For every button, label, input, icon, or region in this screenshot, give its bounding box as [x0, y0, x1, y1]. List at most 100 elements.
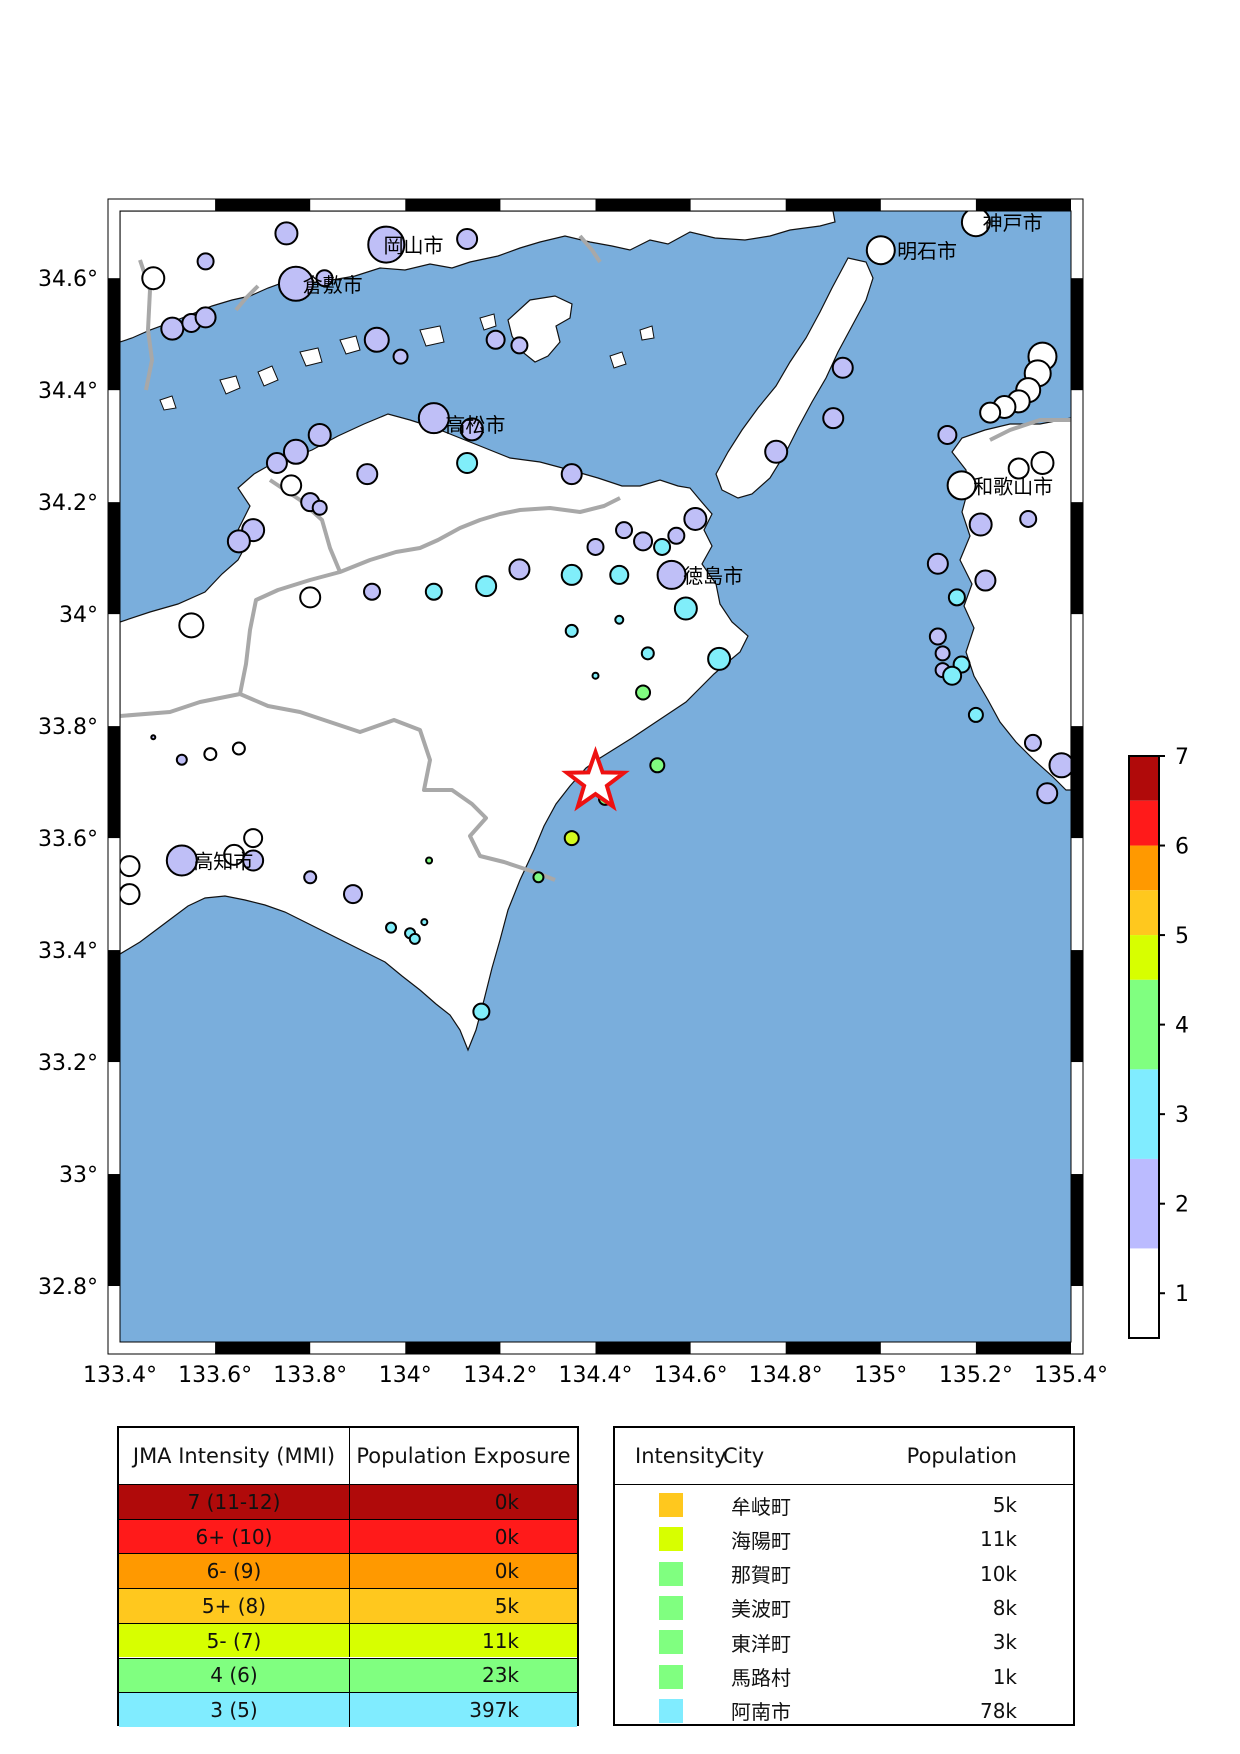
population-cell: 3k — [992, 1630, 1017, 1655]
station-marker — [226, 529, 251, 554]
station-marker — [609, 564, 630, 585]
table-row: 東洋町 3k — [615, 1625, 1073, 1659]
station-marker — [673, 596, 698, 621]
scale-tick-label: 6 — [1175, 835, 1189, 860]
station-marker — [947, 588, 966, 607]
station-marker — [243, 828, 264, 849]
scale-band — [1129, 800, 1159, 846]
station-marker — [974, 569, 997, 592]
table-row: 馬路村 1k — [615, 1660, 1073, 1694]
exposure-cell: 0k — [494, 1524, 519, 1549]
station-marker — [822, 407, 845, 430]
exposure-cell: 5k — [494, 1593, 519, 1618]
station-marker — [926, 552, 949, 575]
station-marker — [274, 221, 299, 246]
station-marker — [315, 269, 334, 288]
map-frame — [107, 198, 1084, 1355]
station-marker — [367, 225, 406, 264]
station-marker — [707, 646, 732, 671]
station-marker — [979, 401, 1002, 424]
station-marker — [425, 856, 434, 865]
table-row: 3 (5) 397k — [119, 1692, 577, 1727]
station-marker — [928, 627, 947, 646]
intensity-swatch — [659, 1630, 683, 1655]
station-marker — [175, 753, 188, 766]
y-tick-label: 34.6° — [38, 267, 98, 292]
population-cell: 1k — [992, 1664, 1017, 1689]
population-cell: 78k — [979, 1698, 1017, 1723]
scale-band — [1129, 979, 1159, 1070]
station-marker — [865, 235, 896, 266]
station-marker — [299, 586, 322, 609]
intensity-swatch — [659, 1493, 683, 1517]
station-marker — [633, 531, 654, 552]
scale-band — [1129, 756, 1159, 801]
station-marker — [683, 506, 708, 531]
station-marker — [120, 883, 141, 906]
x-tick-label: 134° — [379, 1363, 432, 1388]
station-marker — [456, 227, 479, 250]
station-marker — [392, 348, 409, 365]
station-marker — [485, 329, 506, 350]
station-marker — [408, 932, 421, 945]
y-tick-label: 33.8° — [38, 715, 98, 740]
header-population-exposure: Population Exposure — [356, 1444, 571, 1468]
station-marker — [764, 439, 789, 464]
table-row: 7 (11-12) 0k — [119, 1484, 577, 1519]
station-marker — [586, 537, 605, 556]
station-marker — [968, 512, 993, 537]
population-cell: 10k — [979, 1561, 1017, 1586]
table-header: Intensity City Population — [615, 1428, 1073, 1485]
y-tick-label: 34.4° — [38, 379, 98, 404]
intensity-swatch — [659, 1664, 683, 1689]
y-tick-label: 34° — [59, 603, 98, 628]
scale-band — [1129, 890, 1159, 936]
population-cell: 5k — [992, 1493, 1017, 1517]
x-tick-label: 133.6° — [178, 1363, 252, 1388]
city-name-cell: 馬路村 — [731, 1666, 791, 1690]
y-tick-label: 33.4° — [38, 939, 98, 964]
header-intensity: Intensity — [635, 1444, 727, 1468]
x-tick-label: 134.6° — [654, 1363, 728, 1388]
city-label: 高松市 — [445, 413, 505, 437]
exposure-cell: 0k — [494, 1559, 519, 1584]
station-marker — [242, 849, 265, 872]
x-tick-label: 135.2° — [939, 1363, 1013, 1388]
land-awaji — [715, 257, 874, 499]
station-marker — [417, 402, 450, 435]
scale-band — [1129, 1248, 1159, 1338]
station-marker — [424, 582, 443, 601]
station-marker — [160, 316, 185, 341]
station-markers — [120, 211, 1071, 1021]
city-label: 倉敷市 — [303, 273, 363, 297]
station-marker — [277, 265, 314, 302]
scale-band — [1129, 1069, 1159, 1159]
station-marker — [560, 463, 583, 486]
intensity-swatch — [659, 1595, 683, 1620]
exposure-cell: 11k — [481, 1628, 519, 1653]
station-marker — [564, 623, 579, 638]
city-name-cell: 美波町 — [731, 1597, 791, 1622]
station-marker — [532, 871, 545, 884]
station-marker — [472, 1002, 491, 1021]
population-exposure-table: JMA Intensity (MMI) Population Exposure … — [117, 1426, 579, 1727]
station-marker — [946, 470, 977, 501]
intensity-cell: 3 (5) — [119, 1693, 350, 1727]
table-row: 阿南市 78k — [615, 1694, 1073, 1728]
city-name-cell: 那賀町 — [731, 1563, 791, 1588]
small-islands — [159, 313, 655, 411]
city-label: 和歌山市 — [973, 474, 1053, 498]
scale-tick-label: 7 — [1175, 745, 1189, 770]
scale-tick-label: 4 — [1175, 1014, 1189, 1039]
station-marker — [459, 417, 484, 442]
station-marker — [456, 451, 479, 474]
intensity-cell: 5- (7) — [119, 1623, 350, 1658]
intensity-cell: 4 (6) — [119, 1658, 350, 1693]
scale-tick-label: 2 — [1175, 1193, 1189, 1218]
y-axis-tick-labels: 34.6° 34.4° 34.2° 34° 33.8° 33.6° 33.4° 33.2° 33… — [38, 267, 98, 1300]
y-tick-label: 33.6° — [38, 827, 98, 852]
x-tick-label: 133.4° — [83, 1363, 157, 1388]
station-marker — [560, 563, 583, 586]
